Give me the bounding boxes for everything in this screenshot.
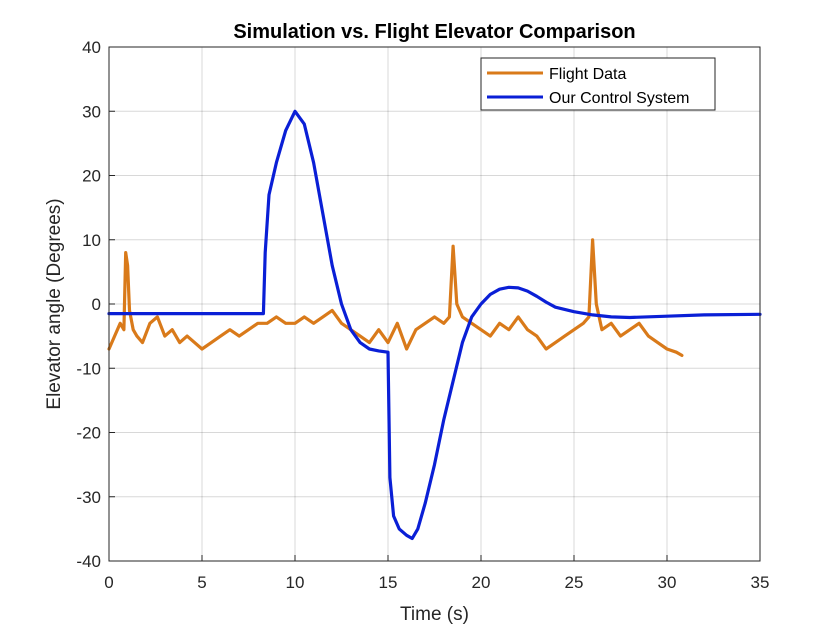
x-axis-label: Time (s) <box>400 604 469 625</box>
x-tick-label: 10 <box>286 573 305 592</box>
series-line-our-control-system <box>107 109 762 541</box>
legend-label-our-control-system: Our Control System <box>549 90 689 107</box>
x-tick-label: 0 <box>104 573 113 592</box>
y-tick-label: -20 <box>76 424 101 443</box>
series-line-flight-data <box>107 238 684 357</box>
legend: Flight Data Our Control System <box>480 57 716 111</box>
y-tick-label: 20 <box>82 167 101 186</box>
y-tick-label: 10 <box>82 231 101 250</box>
y-tick-label: -10 <box>76 359 101 378</box>
x-tick-label: 30 <box>658 573 677 592</box>
x-tick-label: 25 <box>565 573 584 592</box>
x-tick-label: 35 <box>751 573 770 592</box>
legend-box <box>480 57 716 111</box>
x-tick-label: 5 <box>197 573 206 592</box>
y-tick-label: 0 <box>92 295 101 314</box>
y-axis: -40 -30 -20 -10 0 10 20 30 40 <box>76 38 115 571</box>
series-group <box>107 109 762 541</box>
y-tick-label: -40 <box>76 552 101 571</box>
x-axis: 0 5 10 15 20 25 30 35 <box>104 555 769 592</box>
y-tick-label: -30 <box>76 488 101 507</box>
x-tick-label: 20 <box>472 573 491 592</box>
chart-title: Simulation vs. Flight Elevator Compariso… <box>233 21 635 43</box>
legend-label-flight-data: Flight Data <box>549 66 626 83</box>
y-axis-label: Elevator angle (Degrees) <box>44 198 65 409</box>
plot-area <box>109 47 760 561</box>
y-tick-label: 30 <box>82 102 101 121</box>
y-tick-label: 40 <box>82 38 101 57</box>
x-tick-label: 15 <box>379 573 398 592</box>
